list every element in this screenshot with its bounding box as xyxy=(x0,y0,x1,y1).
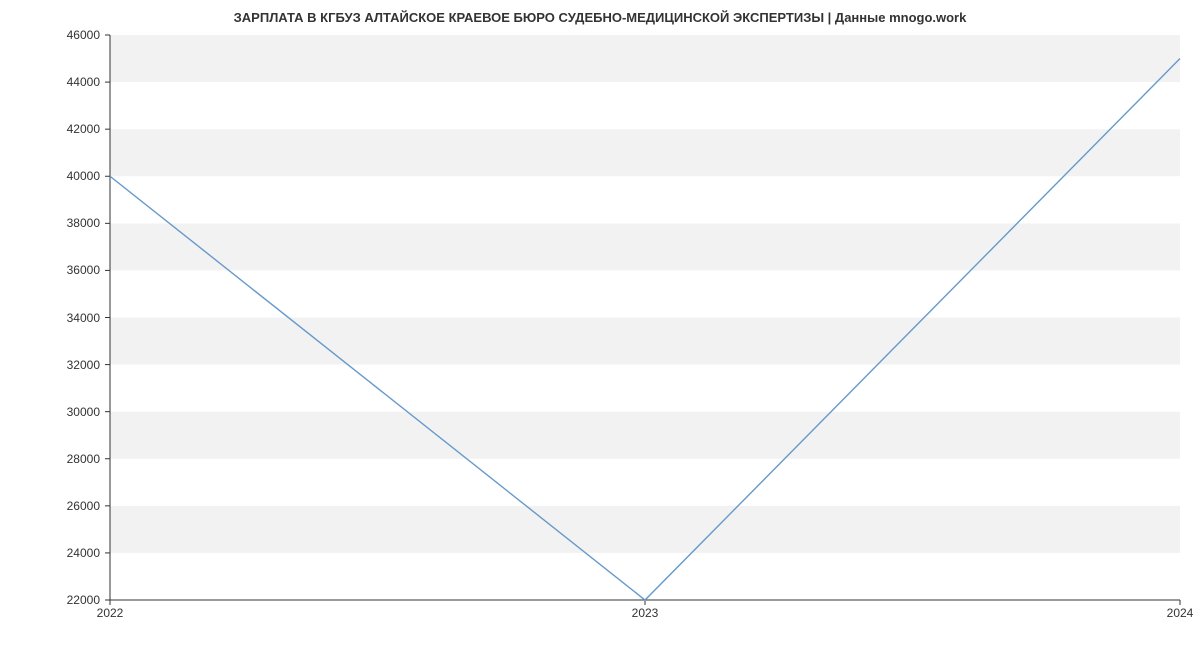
chart-svg xyxy=(110,35,1180,600)
y-tick-label: 22000 xyxy=(67,593,100,607)
y-tick-label: 28000 xyxy=(67,452,100,466)
y-tick-label: 44000 xyxy=(67,75,100,89)
grid-band xyxy=(110,176,1180,223)
grid-band xyxy=(110,459,1180,506)
grid-band xyxy=(110,412,1180,459)
y-tick-label: 32000 xyxy=(67,358,100,372)
grid-band xyxy=(110,506,1180,553)
grid-band xyxy=(110,35,1180,82)
y-tick-label: 40000 xyxy=(67,169,100,183)
y-tick-label: 38000 xyxy=(67,216,100,230)
grid-band xyxy=(110,318,1180,365)
y-tick-label: 24000 xyxy=(67,546,100,560)
grid-band xyxy=(110,270,1180,317)
x-tick-label: 2022 xyxy=(97,606,124,620)
grid-band xyxy=(110,365,1180,412)
grid-band xyxy=(110,129,1180,176)
grid-band xyxy=(110,223,1180,270)
chart-title: ЗАРПЛАТА В КГБУЗ АЛТАЙСКОЕ КРАЕВОЕ БЮРО … xyxy=(0,10,1200,25)
y-tick-label: 34000 xyxy=(67,311,100,325)
y-tick-label: 42000 xyxy=(67,122,100,136)
x-tick-label: 2023 xyxy=(632,606,659,620)
grid-band xyxy=(110,553,1180,600)
y-tick-label: 26000 xyxy=(67,499,100,513)
grid-band xyxy=(110,82,1180,129)
chart-plot-area xyxy=(110,35,1180,600)
y-tick-label: 30000 xyxy=(67,405,100,419)
y-tick-label: 46000 xyxy=(67,28,100,42)
x-tick-label: 2024 xyxy=(1167,606,1194,620)
y-tick-label: 36000 xyxy=(67,263,100,277)
